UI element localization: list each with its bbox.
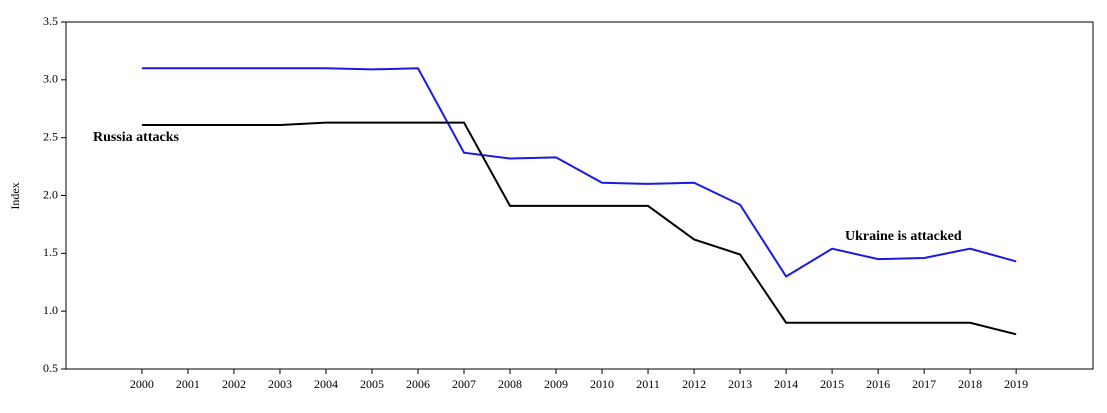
annotation: Ukraine is attacked — [845, 229, 962, 244]
x-tick-label: 2001 — [176, 377, 200, 391]
x-tick-label: 2018 — [958, 377, 982, 391]
y-tick-label: 2.0 — [43, 187, 58, 201]
x-tick-label: 2012 — [682, 377, 706, 391]
x-tick-label: 2017 — [912, 377, 936, 391]
x-tick-label: 2009 — [544, 377, 568, 391]
y-tick-label: 3.5 — [43, 14, 58, 28]
y-tick-label: 1.5 — [43, 245, 58, 259]
x-tick-label: 2008 — [498, 377, 522, 391]
x-tick-label: 2015 — [820, 377, 844, 391]
x-tick-label: 2007 — [452, 377, 476, 391]
x-tick-label: 2000 — [130, 377, 154, 391]
y-axis-label: Index — [8, 182, 22, 209]
y-tick-label: 2.5 — [43, 129, 58, 143]
line — [141, 121, 1017, 336]
x-tick-label: 2003 — [268, 377, 292, 391]
annotation: Russia attacks — [93, 130, 180, 145]
line — [141, 67, 1017, 278]
x-tick-label: 2014 — [774, 377, 798, 391]
plot-frame — [65, 21, 1094, 370]
x-tick-label: 2013 — [728, 377, 752, 391]
x-tick-label: 2005 — [360, 377, 384, 391]
y-tick-label: 0.5 — [43, 361, 58, 375]
x-tick-label: 2011 — [636, 377, 660, 391]
x-tick-label: 2019 — [1004, 377, 1028, 391]
x-tick-label: 2006 — [406, 377, 430, 391]
x-tick-label: 2004 — [314, 377, 338, 391]
y-tick-label: 3.0 — [43, 72, 58, 86]
y-tick-label: 1.0 — [43, 303, 58, 317]
x-tick-label: 2002 — [222, 377, 246, 391]
x-tick-label: 2010 — [590, 377, 614, 391]
x-tick-label: 2016 — [866, 377, 890, 391]
